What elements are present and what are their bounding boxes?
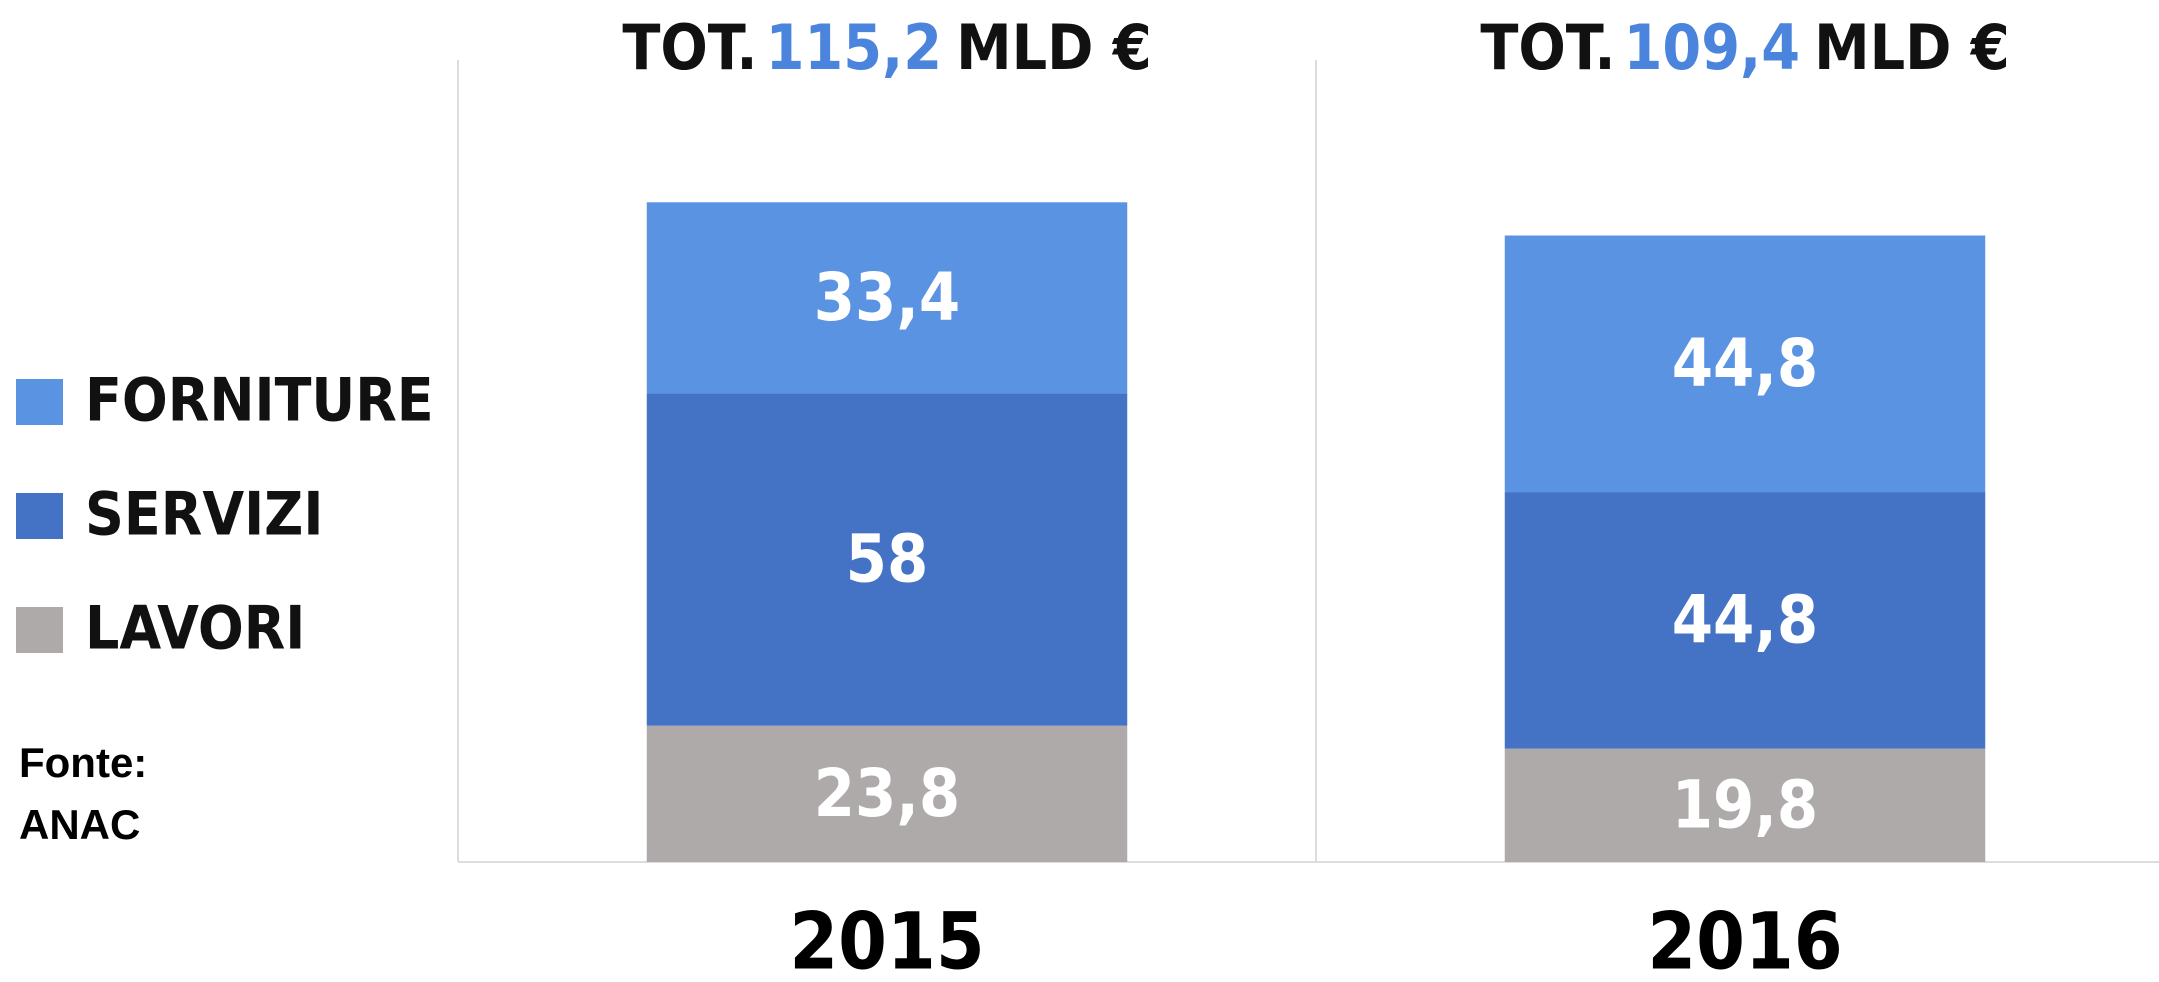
total-prefix: TOT. xyxy=(622,11,757,84)
source: ANAC xyxy=(19,801,140,848)
total-prefix: TOT. xyxy=(1480,11,1615,84)
data-label: 23,8 xyxy=(814,755,961,832)
total-suffix: MLD € xyxy=(1814,11,2010,84)
total-suffix: MLD € xyxy=(956,11,1152,84)
bar-segment xyxy=(1504,748,1986,862)
total-title: TOT. 115,2 MLD € xyxy=(622,11,1151,84)
legend-swatch xyxy=(16,379,63,425)
data-label: 19,8 xyxy=(1672,766,1819,843)
legend-swatch xyxy=(16,607,63,653)
total-value: 115,2 xyxy=(766,11,942,84)
data-label: 44,8 xyxy=(1672,581,1819,658)
source-label: Fonte: xyxy=(19,739,147,786)
data-label: 44,8 xyxy=(1672,325,1819,402)
bar-segment xyxy=(646,393,1128,726)
legend-label: FORNITURE xyxy=(85,366,434,436)
x-tick-label: 2015 xyxy=(789,897,984,982)
bar-segment xyxy=(646,725,1128,862)
total-value: 109,4 xyxy=(1624,11,1800,84)
data-label: 33,4 xyxy=(814,259,961,336)
bar-segment xyxy=(1504,492,1986,749)
data-label: 58 xyxy=(846,521,929,598)
legend-swatch xyxy=(16,493,63,539)
bar-segment xyxy=(1504,235,1986,493)
legend-label: LAVORI xyxy=(85,594,305,664)
legend-label: SERVIZI xyxy=(85,480,323,550)
bar-segment xyxy=(646,202,1128,394)
x-tick-label: 2016 xyxy=(1647,897,1842,982)
total-title: TOT. 109,4 MLD € xyxy=(1480,11,2009,84)
